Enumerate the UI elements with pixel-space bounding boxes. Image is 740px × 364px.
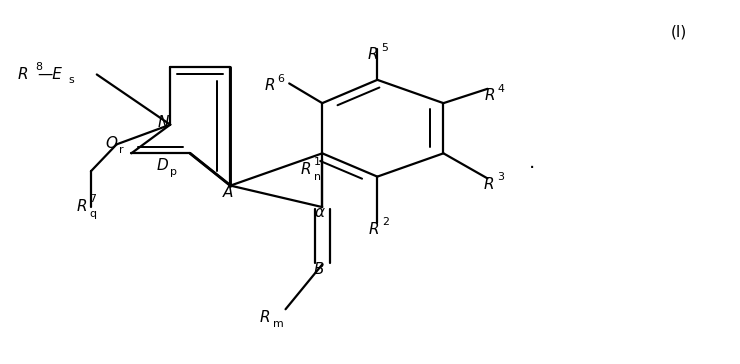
Text: 5: 5 (381, 43, 388, 52)
Text: 2: 2 (382, 217, 389, 227)
Text: B: B (313, 262, 324, 277)
Text: 1: 1 (314, 157, 321, 167)
Text: (I): (I) (670, 25, 687, 40)
Text: .: . (528, 153, 535, 172)
Text: R: R (484, 177, 494, 192)
Text: R: R (76, 199, 87, 214)
Text: —E: —E (37, 67, 62, 82)
Text: m: m (273, 319, 284, 329)
Text: R: R (301, 162, 312, 177)
Text: α: α (314, 205, 324, 220)
Text: q: q (90, 209, 96, 218)
Text: N: N (157, 115, 169, 130)
Text: D: D (157, 158, 169, 173)
Text: O: O (106, 136, 118, 151)
Text: 7: 7 (90, 194, 96, 204)
Text: 3: 3 (497, 172, 504, 182)
Text: p: p (170, 167, 178, 177)
Text: 6: 6 (278, 74, 284, 84)
Text: R: R (368, 47, 378, 62)
Text: n: n (314, 171, 321, 182)
Text: R: R (485, 88, 495, 103)
Text: 8: 8 (35, 62, 42, 72)
Text: s: s (69, 75, 75, 85)
Text: R: R (18, 67, 28, 82)
Text: A: A (223, 185, 234, 199)
Text: R: R (260, 310, 270, 325)
Text: R: R (369, 222, 379, 237)
Text: 4: 4 (498, 84, 505, 94)
Text: r: r (119, 145, 124, 155)
Text: R: R (264, 78, 275, 94)
